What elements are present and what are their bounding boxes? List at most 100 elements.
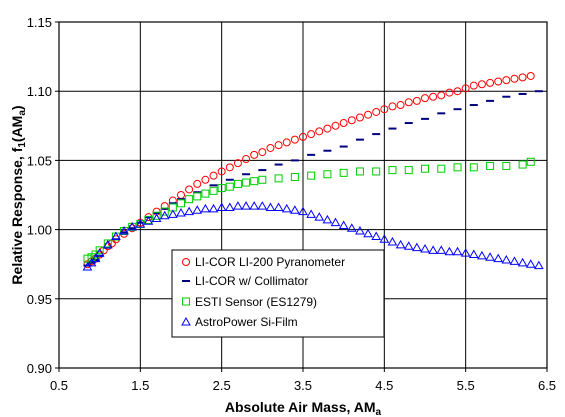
data-point xyxy=(307,171,316,180)
data-point xyxy=(322,214,333,224)
data-point xyxy=(331,121,340,130)
data-point xyxy=(355,113,364,122)
data-point xyxy=(412,96,421,105)
data-point xyxy=(372,167,381,176)
y-tick-label: 0.95 xyxy=(27,292,52,307)
series-square xyxy=(83,157,535,263)
data-point xyxy=(452,246,463,256)
data-point xyxy=(371,231,382,241)
data-point xyxy=(436,245,447,254)
x-tick-label: 2.5 xyxy=(213,378,231,393)
data-point xyxy=(193,179,202,188)
data-point xyxy=(274,141,283,150)
data-point xyxy=(460,248,471,257)
data-point xyxy=(526,157,535,166)
data-point xyxy=(249,201,260,210)
data-point xyxy=(127,221,138,231)
data-point xyxy=(282,138,291,147)
legend-box xyxy=(171,249,385,338)
data-point xyxy=(517,257,528,267)
data-point xyxy=(273,202,284,211)
data-point xyxy=(534,260,544,270)
data-point xyxy=(290,135,299,144)
data-point xyxy=(298,206,308,216)
data-point xyxy=(477,80,486,89)
data-point xyxy=(485,252,495,261)
data-point xyxy=(257,201,268,210)
data-point xyxy=(339,168,348,177)
data-point xyxy=(135,219,146,228)
data-point xyxy=(525,259,536,268)
data-point xyxy=(193,192,202,201)
data-point xyxy=(217,184,226,193)
data-point xyxy=(323,170,332,179)
data-point xyxy=(395,239,406,249)
series-triangle xyxy=(82,201,544,271)
data-point xyxy=(518,160,527,169)
data-point xyxy=(242,155,251,164)
data-point xyxy=(372,107,381,116)
data-point xyxy=(241,201,251,210)
data-point xyxy=(177,199,185,208)
x-axis-label: Absolute Air Mass, AMa xyxy=(225,399,382,417)
x-tick-label: 3.5 xyxy=(294,378,312,393)
data-point xyxy=(421,94,429,103)
data-point xyxy=(306,209,316,218)
data-point xyxy=(412,242,422,252)
y-tick-label: 1.10 xyxy=(27,84,52,99)
data-point xyxy=(233,201,243,210)
data-point xyxy=(91,250,100,259)
data-point xyxy=(315,127,324,136)
x-tick-label: 6.5 xyxy=(538,378,556,393)
data-point xyxy=(184,206,194,216)
data-point xyxy=(486,161,495,170)
data-point xyxy=(111,231,121,241)
data-point xyxy=(224,202,235,211)
y-tick-label: 1.15 xyxy=(27,15,52,30)
data-point xyxy=(518,73,527,82)
data-point xyxy=(404,98,413,107)
legend-marker-square xyxy=(182,297,190,306)
data-point xyxy=(208,203,219,213)
data-point xyxy=(281,203,292,213)
data-point xyxy=(501,255,512,264)
data-point xyxy=(152,211,161,220)
data-point xyxy=(250,177,259,186)
data-point xyxy=(388,166,397,175)
data-point xyxy=(347,116,356,125)
data-point xyxy=(330,217,341,227)
data-point xyxy=(83,260,92,269)
data-point xyxy=(185,195,194,204)
data-point xyxy=(159,210,170,220)
data-point xyxy=(453,163,462,172)
data-point xyxy=(403,241,414,250)
x-tick-label: 4.5 xyxy=(375,378,393,393)
data-point xyxy=(387,237,398,246)
data-point xyxy=(355,167,364,176)
data-point xyxy=(338,220,349,229)
data-point xyxy=(200,203,211,213)
data-point xyxy=(201,175,210,184)
data-point xyxy=(469,81,478,90)
data-point xyxy=(119,225,129,235)
legend-label-astropower: AstroPower Si-Film xyxy=(195,315,298,329)
data-point xyxy=(493,253,504,263)
data-point xyxy=(445,88,454,97)
data-point xyxy=(502,76,511,85)
data-point xyxy=(185,185,194,194)
data-point xyxy=(339,119,348,128)
data-point xyxy=(168,209,178,218)
data-point xyxy=(95,246,104,255)
data-point xyxy=(82,261,93,271)
x-tick-label: 0.5 xyxy=(50,378,68,393)
y-tick-label: 1.05 xyxy=(27,153,52,168)
data-point xyxy=(314,212,325,221)
y-tick-label: 0.90 xyxy=(27,361,52,376)
data-point xyxy=(380,105,389,114)
data-point xyxy=(396,101,405,110)
data-point xyxy=(209,171,218,180)
data-point xyxy=(201,189,210,198)
data-point xyxy=(453,87,462,96)
data-point xyxy=(510,74,519,83)
